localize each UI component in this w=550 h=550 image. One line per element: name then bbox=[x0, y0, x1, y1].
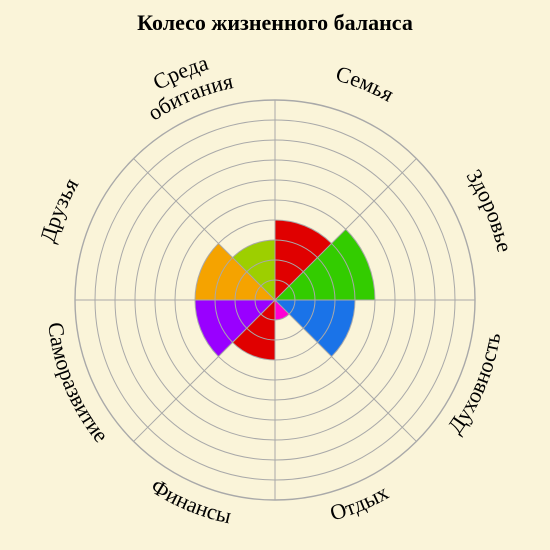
category-label-0: Семья bbox=[333, 61, 398, 107]
category-label-2: Духовность bbox=[442, 331, 505, 438]
chart-title: Колесо жизненного баланса bbox=[0, 10, 550, 36]
spokes bbox=[75, 100, 475, 500]
category-label-1: Здоровье bbox=[462, 165, 518, 255]
chart-canvas: СемьяЗдоровьеДуховностьОтдыхФинансыСамор… bbox=[0, 0, 550, 550]
category-label-3: Отдых bbox=[327, 479, 392, 525]
wheel-of-life-chart: СемьяЗдоровьеДуховностьОтдыхФинансыСамор… bbox=[0, 0, 550, 550]
sector-2 bbox=[275, 300, 355, 357]
category-label-6: Друзья bbox=[35, 174, 84, 246]
